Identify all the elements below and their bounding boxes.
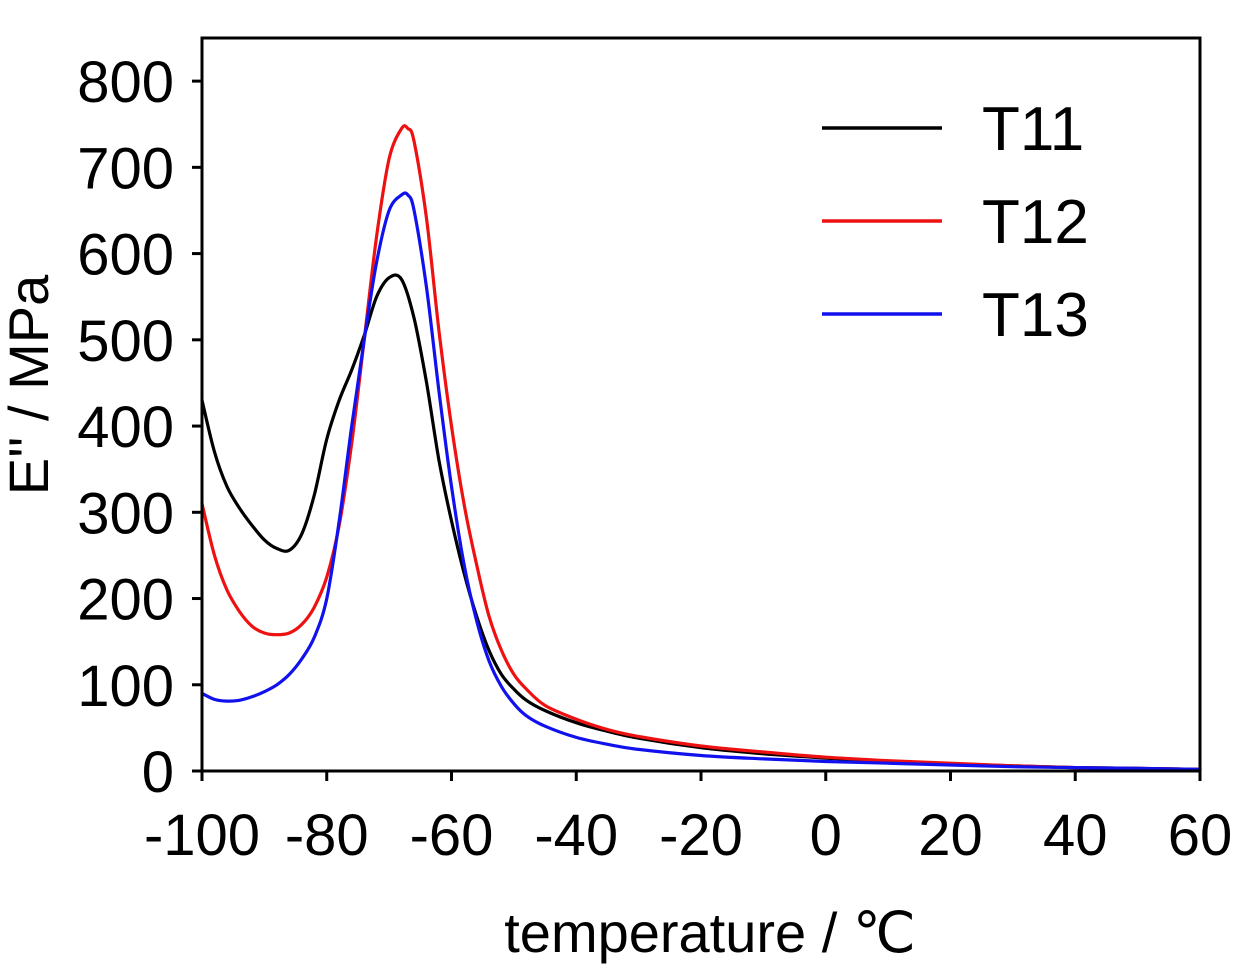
y-axis-label: E'' / MPa [0,274,60,495]
series-line-t13 [200,191,1202,771]
x-axis-label: temperature / ℃ [504,901,916,964]
x-tick-label: -60 [410,803,494,868]
y-axis-tick-labels: 0 100 200 300 400 500 600 700 800 [77,50,174,805]
legend-label-t12: T12 [982,188,1089,257]
y-tick-label: 200 [77,568,174,633]
legend-label-t13: T13 [982,281,1089,350]
x-tick-label: -80 [285,803,369,868]
y-tick-label: 300 [77,481,174,546]
x-tick-label: -20 [659,803,743,868]
y-tick-label: 400 [77,395,174,460]
y-tick-label: 100 [77,654,174,719]
x-axis-tick-labels: -100 -80 -60 -40 -20 0 20 40 60 [144,803,1232,868]
x-axis-ticks [200,771,1202,781]
series-line-t12 [200,124,1202,771]
x-tick-label: 60 [1168,803,1233,868]
y-tick-label: 700 [77,136,174,201]
series-curves [200,124,1202,771]
legend-label-t11: T11 [982,95,1084,164]
x-tick-label: 40 [1043,803,1108,868]
x-tick-label: -40 [534,803,618,868]
x-tick-label: 0 [810,803,842,868]
legend: T11 T12 T13 [822,95,1089,350]
x-tick-label: -100 [144,803,260,868]
y-tick-label: 800 [77,50,174,115]
y-axis-ticks [192,79,202,773]
y-tick-label: 500 [77,309,174,374]
y-tick-label: 0 [142,740,174,805]
y-tick-label: 600 [77,223,174,288]
x-tick-label: 20 [918,803,983,868]
